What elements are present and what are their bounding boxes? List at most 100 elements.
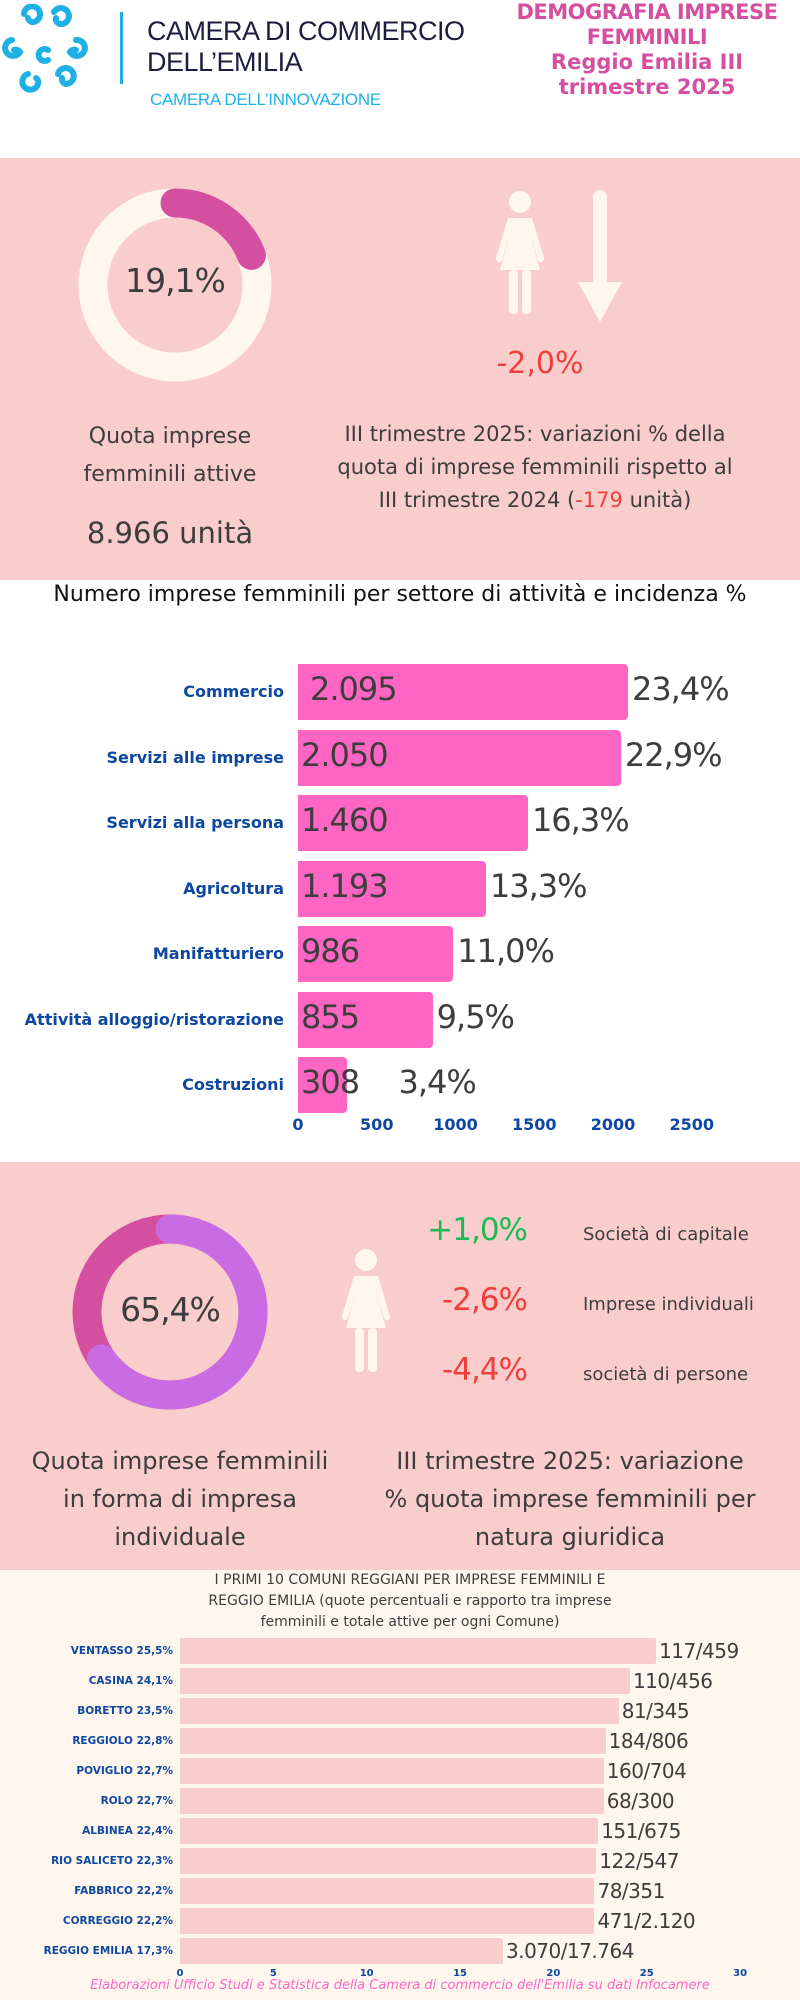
comune-label: CASINA 24,1%	[88, 1675, 173, 1687]
title-line4: trimestre 2025	[558, 75, 736, 99]
desc-line2: quota di imprese femminili rispetto al	[337, 455, 733, 479]
sector-value-label: 308	[301, 1063, 360, 1101]
comune-label: ALBINEA 22,4%	[82, 1825, 173, 1837]
donut-arc	[78, 188, 272, 382]
sector-value-label: 2.095	[310, 670, 398, 708]
caption-right-line3: natura giuridica	[474, 1523, 666, 1551]
comune-ratio-label: 471/2.120	[597, 1909, 696, 1933]
report-title: DEMOGRAFIA IMPRESE FEMMINILI Reggio Emil…	[494, 0, 800, 100]
comuni-title-line3: femminili e totale attive per ogni Comun…	[260, 1614, 560, 1630]
desc-line3-post: unità)	[622, 488, 692, 512]
sector-pct-label: 3,4%	[398, 1063, 477, 1101]
comune-ratio-label: 151/675	[601, 1819, 681, 1843]
comune-x-tick: 10	[359, 1968, 374, 1979]
share-caption-line2: femminili attive	[83, 462, 257, 487]
sector-bar	[298, 795, 528, 851]
comune-ratio-label: 160/704	[606, 1759, 687, 1783]
sector-label: Servizi alla persona	[106, 813, 284, 832]
share-caption-line1: Quota imprese	[88, 424, 252, 449]
org-name-line2: DELL’EMILIA	[147, 47, 303, 77]
comune-ratio-label: 122/547	[599, 1849, 679, 1873]
comune-bar	[180, 1698, 619, 1724]
woman-icon	[341, 1249, 391, 1372]
desc-line3: III trimestre 2024 (-179 unità)	[310, 484, 760, 517]
caption-right-line1: III trimestre 2025: variazione	[396, 1447, 744, 1475]
comune-bar	[180, 1728, 606, 1754]
legal-label-capitale: Società di capitale	[583, 1224, 749, 1245]
individual-share-caption: Quota imprese femminili in forma di impr…	[20, 1442, 340, 1556]
sector-value-label: 986	[301, 932, 360, 970]
comune-bar	[180, 1938, 503, 1964]
sector-bar	[298, 926, 454, 982]
sector-x-tick: 2000	[590, 1115, 636, 1134]
sector-bar	[298, 860, 486, 917]
header: CAMERA DI COMMERCIO DELL’EMILIA CAMERA D…	[0, 0, 800, 158]
sector-bar	[298, 991, 433, 1048]
title-line3: Reggio Emilia III	[550, 50, 744, 74]
organization-name: CAMERA DI COMMERCIO DELL’EMILIA	[147, 16, 465, 78]
sector-value-label: 1.460	[301, 801, 389, 839]
comune-ratio-label: 81/345	[621, 1699, 690, 1723]
donut-arc	[72, 1214, 268, 1410]
sector-x-tick: 2500	[669, 1115, 715, 1134]
legal-label-persone: società di persone	[583, 1364, 749, 1385]
comune-x-tick: 0	[176, 1968, 184, 1979]
legal-change-persone: -4,4%	[442, 1352, 528, 1388]
sector-label: Manifatturiero	[152, 944, 284, 963]
share-value: 19,1%	[125, 261, 226, 300]
sector-chart-title: Numero imprese femminili per settore di …	[53, 582, 747, 607]
share-donut	[78, 188, 272, 382]
comune-label: CORREGGIO 22,2%	[62, 1915, 173, 1927]
sector-pct-label: 13,3%	[489, 866, 588, 905]
sector-pct-label: 22,9%	[624, 735, 723, 774]
individual-share-value: 65,4%	[120, 1290, 221, 1329]
comune-ratio-label: 184/806	[608, 1729, 689, 1753]
sector-label: Servizi alle imprese	[106, 747, 284, 767]
sector-x-tick: 500	[360, 1115, 394, 1134]
comune-bar	[180, 1788, 604, 1814]
comune-x-tick: 15	[453, 1968, 468, 1979]
sector-value-label: 1.193	[301, 866, 389, 905]
comune-ratio-label: 78/351	[597, 1879, 665, 1903]
comune-ratio-label: 117/459	[659, 1639, 739, 1663]
comune-ratio-label: 110/456	[632, 1669, 713, 1693]
sector-label: Attività alloggio/ristorazione	[24, 1009, 284, 1029]
comune-label: BORETTO 23,5%	[77, 1705, 173, 1717]
share-caption: Quota imprese femminili attive	[40, 418, 300, 494]
comune-bar	[180, 1908, 595, 1934]
caption-left-line3: individuale	[114, 1523, 246, 1551]
sector-x-tick: 0	[292, 1115, 304, 1134]
sector-bar	[298, 729, 621, 786]
comuni-title-line2: REGGIO EMILIA (quote percentuali e rappo…	[208, 1593, 612, 1609]
comune-label: REGGIO EMILIA 17,3%	[43, 1945, 173, 1957]
legal-label-individuali: Imprese individuali	[583, 1294, 754, 1315]
comune-x-tick: 25	[639, 1968, 654, 1979]
sector-label: Costruzioni	[182, 1075, 284, 1094]
sector-bar	[298, 664, 628, 720]
sector-pct-label: 16,3%	[531, 801, 630, 839]
share-change: -2,0%	[496, 346, 584, 381]
legal-change-individuali: -2,6%	[442, 1282, 528, 1318]
comune-bar	[180, 1818, 599, 1844]
legal-change-capitale: +1,0%	[427, 1212, 528, 1248]
sector-chart: Numero imprese femminili per settore di …	[0, 580, 800, 1162]
comune-label: RIO SALICETO 22,3%	[51, 1855, 173, 1867]
sector-x-tick: 1500	[511, 1115, 557, 1134]
org-name-line1: CAMERA DI COMMERCIO	[147, 16, 465, 46]
share-section: 19,1% Quota imprese femminili attive 8.9…	[0, 158, 800, 580]
share-units: 8.966 unità	[86, 516, 254, 550]
source-note: Elaborazioni Ufficio Studi e Statistica …	[90, 1978, 710, 1993]
caption-right-line2: % quota imprese femminili per	[384, 1485, 756, 1513]
caption-left-line2: in forma di impresa	[63, 1485, 297, 1513]
sector-pct-label: 11,0%	[457, 932, 555, 970]
chamber-logo-icon	[2, 4, 88, 93]
comune-label: REGGIOLO 22,8%	[72, 1735, 173, 1747]
organization-tagline: CAMERA DELL’INNOVAZIONE	[150, 90, 381, 109]
sector-pct-label: 9,5%	[436, 997, 515, 1036]
sector-bar	[298, 1057, 347, 1113]
desc-line1: III trimestre 2025: variazioni % della	[344, 422, 726, 446]
comune-bar	[180, 1638, 657, 1664]
logo-divider	[120, 12, 123, 84]
arrow-down-icon	[578, 190, 622, 322]
sector-value-label: 855	[301, 997, 360, 1036]
